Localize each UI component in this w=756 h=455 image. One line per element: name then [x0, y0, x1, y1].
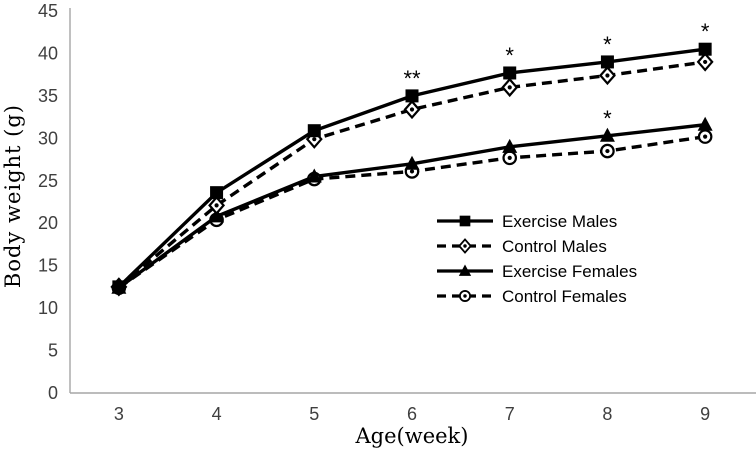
- chart-legend: Exercise Males Control Males Exercise Fema…: [436, 210, 638, 307]
- open-diamond-icon: [437, 238, 493, 254]
- legend-label: Exercise Males: [502, 211, 618, 231]
- legend-item-exercise-females: Exercise Females: [436, 260, 637, 282]
- marker-control-males: [501, 77, 519, 98]
- y-tick-label: 45: [38, 1, 58, 21]
- legend-item-control-females: Control Females: [436, 285, 637, 307]
- marker-exercise-males: [503, 66, 517, 80]
- legend-label: Control Females: [502, 286, 627, 306]
- marker-control-males: [696, 52, 714, 72]
- marker-control-males: [208, 195, 226, 216]
- y-tick-label: 35: [38, 86, 58, 106]
- y-tick-label: 15: [38, 256, 58, 276]
- marker-exercise-males: [112, 280, 126, 294]
- marker-control-females: [600, 143, 615, 159]
- legend-item-exercise-males: Exercise Males: [436, 210, 637, 232]
- significance-marker: *: [505, 43, 514, 68]
- y-axis-title: Body weight (g): [1, 104, 25, 289]
- significance-marker: *: [603, 32, 612, 57]
- marker-exercise-males: [405, 89, 419, 103]
- x-tick-label: 6: [407, 404, 417, 424]
- marker-exercise-females: [209, 208, 225, 223]
- y-tick-label: 0: [48, 383, 58, 403]
- marker-control-females: [697, 129, 713, 144]
- significance-marker: **: [403, 66, 421, 91]
- marker-control-males: [403, 99, 421, 120]
- y-tick-label: 40: [38, 43, 58, 63]
- marker-exercise-males: [698, 42, 712, 56]
- x-tick-label: 5: [309, 404, 319, 424]
- legend-label: Control Males: [502, 236, 607, 256]
- marker-exercise-females: [599, 127, 615, 142]
- marker-exercise-males: [600, 55, 614, 69]
- open-circle-icon: [437, 290, 493, 302]
- marker-exercise-females: [502, 138, 518, 153]
- y-tick-label: 10: [38, 298, 58, 318]
- y-tick-label: 25: [38, 171, 58, 191]
- marker-exercise-males: [307, 124, 321, 138]
- marker-exercise-males: [210, 186, 224, 200]
- legend-marker-exercise-males: [459, 215, 471, 227]
- x-tick-label: 7: [505, 404, 515, 424]
- x-tick-label: 4: [212, 404, 222, 424]
- significance-marker: *: [603, 106, 612, 131]
- marker-exercise-females: [404, 155, 420, 170]
- legend-item-control-males: Control Males: [436, 235, 637, 257]
- filled-triangle-icon: [437, 264, 493, 276]
- marker-control-males: [598, 65, 616, 86]
- marker-exercise-females: [306, 168, 322, 183]
- x-tick-label: 9: [700, 404, 710, 424]
- legend-marker-control-females: [459, 290, 471, 302]
- x-tick-label: 3: [114, 404, 124, 424]
- legend-marker-control-males: [458, 238, 472, 254]
- marker-exercise-females: [697, 116, 713, 131]
- filled-square-icon: [437, 215, 493, 227]
- legend-marker-exercise-females: [458, 264, 472, 276]
- x-axis-title: Age(week): [355, 424, 469, 448]
- legend-label: Exercise Females: [502, 261, 638, 281]
- y-tick-label: 30: [38, 128, 58, 148]
- y-tick-label: 5: [48, 341, 58, 361]
- x-tick-label: 8: [602, 404, 612, 424]
- marker-control-females: [502, 150, 518, 166]
- y-tick-label: 20: [38, 213, 58, 233]
- significance-marker: *: [701, 19, 710, 44]
